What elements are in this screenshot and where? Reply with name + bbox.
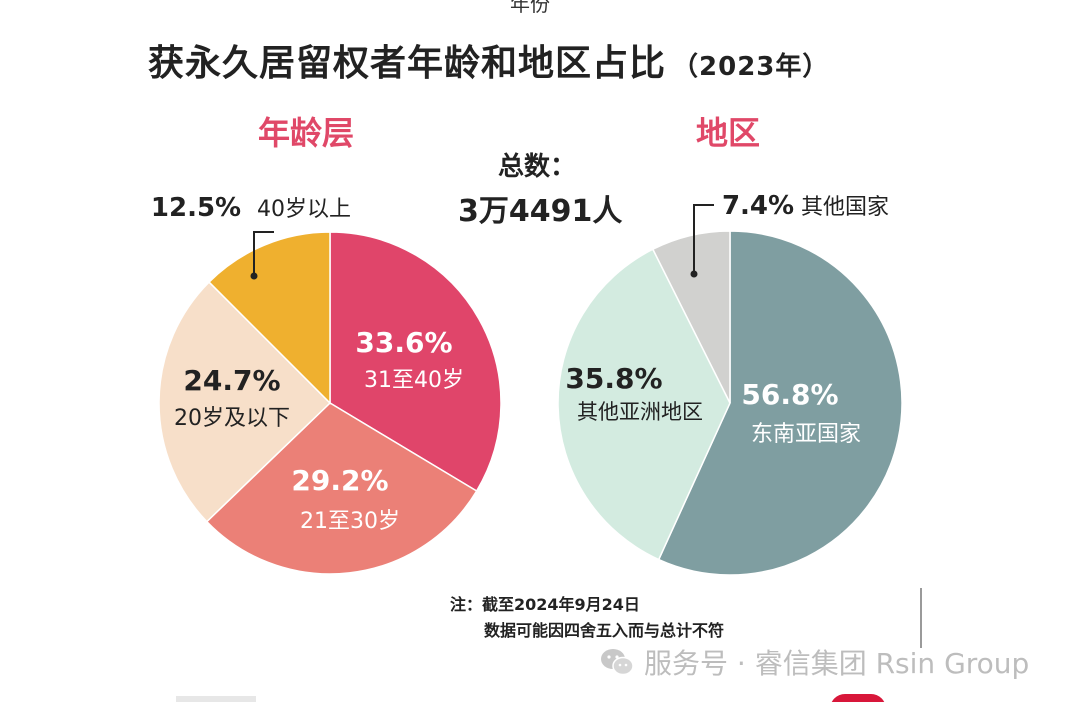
divider-line <box>920 588 922 648</box>
pie-0-leader-line-3 <box>253 231 274 276</box>
pie-1-pct-label-2: 7.4% <box>722 191 794 221</box>
pie-1-slice-0 <box>657 230 903 576</box>
pie-0-slice-0 <box>329 231 502 492</box>
red-corner-shape <box>830 694 886 702</box>
age-pie-title: 年龄层 <box>258 114 355 152</box>
total-label: 总数： <box>498 152 577 182</box>
pie-0-name-label-3: 40岁以上 <box>257 197 351 222</box>
footnote-line-1: 注：截至2024年9月24日 <box>450 595 640 614</box>
pie-0-pct-label-2: 24.7% <box>183 364 280 397</box>
pie-0-slice-3 <box>208 231 331 405</box>
pie-0-name-label-1: 21至30岁 <box>300 509 400 534</box>
watermark-text: 服务号 · 睿信集团 Rsin Group <box>644 647 1030 680</box>
footnote-line-2: 数据可能因四舍五入而与总计不符 <box>484 621 725 640</box>
pie-1-name-label-1: 其他亚洲地区 <box>577 400 703 424</box>
pie-1-leader-dot-2 <box>690 270 698 278</box>
pie-1-name-label-2: 其他国家 <box>801 195 889 220</box>
pie-0-leader-dot-3 <box>250 272 258 280</box>
watermark: 服务号 · 睿信集团 Rsin Group <box>600 642 1029 682</box>
pie-0-pct-label-3: 12.5% <box>151 193 241 223</box>
pie-0-name-label-0: 31至40岁 <box>364 368 464 393</box>
pie-1-slice-1 <box>557 248 731 561</box>
pie-1-pct-label-0: 56.8% <box>741 378 838 411</box>
pie-1-slice-2 <box>651 230 731 404</box>
region-pie-title: 地区 <box>696 114 761 152</box>
pie-0-slice-2 <box>158 281 332 523</box>
total-value: 3万4491人 <box>458 194 623 229</box>
pie-0-slice-1 <box>205 402 478 575</box>
pie-1-pct-label-1: 35.8% <box>565 362 662 395</box>
title-text: 获永久居留权者年龄和地区占比 <box>148 43 667 84</box>
pie-0-name-label-2: 20岁及以下 <box>174 406 290 431</box>
title-year: （2023年） <box>672 52 830 82</box>
pie-0-pct-label-0: 33.6% <box>355 326 452 359</box>
pie-1-leader-line-2 <box>693 204 714 274</box>
chart-main-title: 获永久居留权者年龄和地区占比 （2023年） <box>148 34 829 86</box>
pie-0-pct-label-1: 29.2% <box>291 464 388 497</box>
wechat-icon <box>600 647 634 677</box>
bottom-smudge <box>176 696 256 702</box>
top-cut-text: 年份 <box>510 0 550 16</box>
pie-1-name-label-0: 东南亚国家 <box>751 422 861 447</box>
footnote: 注：截至2024年9月24日 数据可能因四舍五入而与总计不符 <box>450 592 724 644</box>
